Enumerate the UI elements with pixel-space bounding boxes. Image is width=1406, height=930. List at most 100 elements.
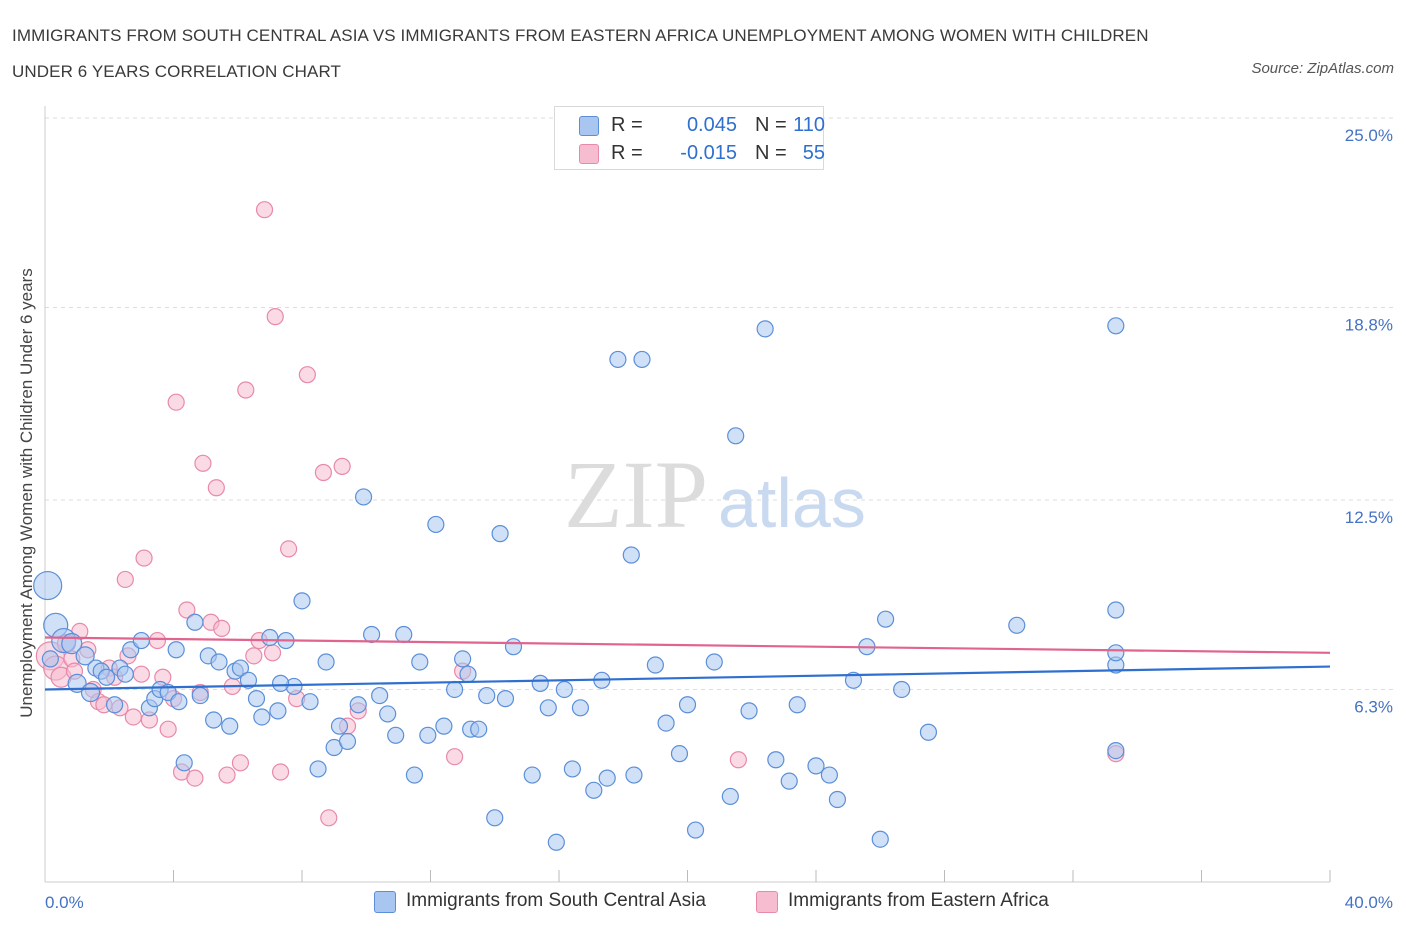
data-point-south-central-asia — [657, 714, 675, 732]
data-point-south-central-asia — [893, 680, 911, 699]
watermark-zip: ZIP — [564, 441, 708, 548]
data-point-south-central-asia — [459, 665, 477, 683]
axes — [44, 106, 1331, 883]
data-point-south-central-asia — [1107, 317, 1125, 335]
y-tick-label: 12.5% — [1345, 508, 1393, 527]
series-south-central-asia — [33, 317, 1125, 851]
data-point-south-central-asia — [807, 757, 825, 775]
data-point-south-central-asia — [317, 653, 335, 671]
data-point-eastern-africa — [333, 457, 351, 475]
legend-swatch-pink — [579, 144, 599, 164]
data-point-south-central-asia — [478, 686, 496, 705]
chart-title: IMMIGRANTS FROM SOUTH CENTRAL ASIA VS IM… — [12, 26, 1149, 81]
data-point-eastern-africa — [116, 570, 134, 589]
data-point-eastern-africa — [167, 393, 185, 411]
data-point-south-central-asia — [504, 638, 523, 656]
data-point-south-central-asia — [387, 726, 405, 744]
data-point-south-central-asia — [571, 699, 590, 717]
r-label: R = — [611, 114, 643, 136]
data-point-south-central-asia — [349, 696, 367, 714]
data-point-south-central-asia — [828, 790, 847, 809]
data-point-south-central-asia — [293, 592, 311, 610]
data-point-south-central-asia — [1107, 644, 1125, 662]
data-point-eastern-africa — [178, 601, 196, 619]
data-point-south-central-asia — [547, 833, 565, 851]
data-point-south-central-asia — [167, 641, 185, 659]
data-point-eastern-africa — [213, 619, 231, 637]
data-point-eastern-africa — [237, 381, 255, 399]
data-point-south-central-asia — [33, 570, 63, 601]
data-point-south-central-asia — [678, 696, 697, 714]
data-point-south-central-asia — [454, 650, 472, 668]
watermark-atlas: atlas — [718, 464, 866, 542]
legend-swatch-blue — [579, 116, 599, 136]
data-point-south-central-asia — [363, 625, 381, 644]
data-point-south-central-asia — [646, 656, 664, 674]
data-point-south-central-asia — [531, 674, 549, 692]
source-label: Source: ZipAtlas.com — [1251, 60, 1394, 77]
data-point-eastern-africa — [245, 647, 263, 665]
data-point-south-central-asia — [309, 760, 327, 778]
data-point-south-central-asia — [338, 732, 357, 751]
data-point-south-central-asia — [239, 671, 258, 689]
series-legend: Immigrants from South Central Asia Immig… — [0, 888, 1406, 916]
data-point-south-central-asia — [191, 686, 209, 705]
data-point-south-central-asia — [871, 830, 889, 848]
x-tick-label: 0.0% — [45, 893, 84, 912]
data-point-eastern-africa — [280, 540, 298, 558]
data-point-south-central-asia — [539, 699, 557, 717]
data-point-south-central-asia — [170, 693, 188, 711]
data-point-eastern-africa — [231, 754, 250, 772]
data-point-south-central-asia — [445, 680, 464, 699]
data-point-south-central-asia — [80, 682, 101, 703]
data-point-south-central-asia — [523, 766, 541, 784]
n-value: 110 — [793, 114, 825, 136]
tick-labels: 6.3% 12.5% 18.8% 25.0% 0.0% 40.0% — [45, 126, 1393, 912]
data-point-south-central-asia — [411, 653, 429, 671]
legend-swatch-pink — [756, 891, 778, 913]
data-point-south-central-asia — [1008, 616, 1026, 634]
data-point-south-central-asia — [1107, 741, 1125, 760]
data-point-south-central-asia — [301, 693, 319, 711]
data-point-south-central-asia — [419, 726, 437, 744]
data-point-south-central-asia — [354, 488, 373, 506]
data-point-eastern-africa — [186, 769, 204, 787]
data-point-eastern-africa — [124, 708, 142, 726]
data-point-south-central-asia — [780, 772, 798, 790]
data-point-south-central-asia — [1107, 601, 1125, 619]
data-point-south-central-asia — [491, 525, 509, 543]
n-label: N = — [755, 142, 787, 164]
data-point-south-central-asia — [395, 625, 413, 644]
data-point-south-central-asia — [116, 665, 134, 683]
r-value: 0.045 — [686, 114, 737, 136]
data-point-south-central-asia — [253, 708, 271, 726]
data-point-eastern-africa — [194, 454, 212, 472]
data-point-south-central-asia — [379, 705, 397, 723]
data-point-south-central-asia — [470, 720, 488, 738]
trend-line-south-central-asia — [44, 665, 1331, 691]
data-point-eastern-africa — [255, 201, 274, 219]
grid-lines — [45, 117, 1395, 690]
data-point-south-central-asia — [261, 628, 279, 647]
data-point-south-central-asia — [435, 717, 453, 735]
data-point-south-central-asia — [97, 668, 116, 686]
correlation-legend: R = 0.045 N = 110 R = -0.015 N = 55 — [554, 106, 825, 170]
data-point-south-central-asia — [563, 760, 581, 778]
data-point-south-central-asia — [175, 754, 193, 772]
data-point-south-central-asia — [186, 613, 204, 631]
data-point-eastern-africa — [207, 479, 225, 497]
x-tick-label: 40.0% — [1345, 893, 1393, 912]
data-point-south-central-asia — [221, 717, 239, 735]
data-point-south-central-asia — [622, 546, 640, 564]
data-point-eastern-africa — [135, 549, 153, 567]
data-point-south-central-asia — [756, 320, 774, 338]
data-point-south-central-asia — [231, 659, 250, 677]
data-point-south-central-asia — [486, 809, 504, 827]
n-label: N = — [755, 114, 787, 136]
data-point-eastern-africa — [132, 665, 150, 683]
data-point-south-central-asia — [41, 650, 59, 668]
data-point-south-central-asia — [598, 769, 616, 787]
data-point-eastern-africa — [445, 748, 464, 766]
data-point-south-central-asia — [271, 674, 290, 692]
